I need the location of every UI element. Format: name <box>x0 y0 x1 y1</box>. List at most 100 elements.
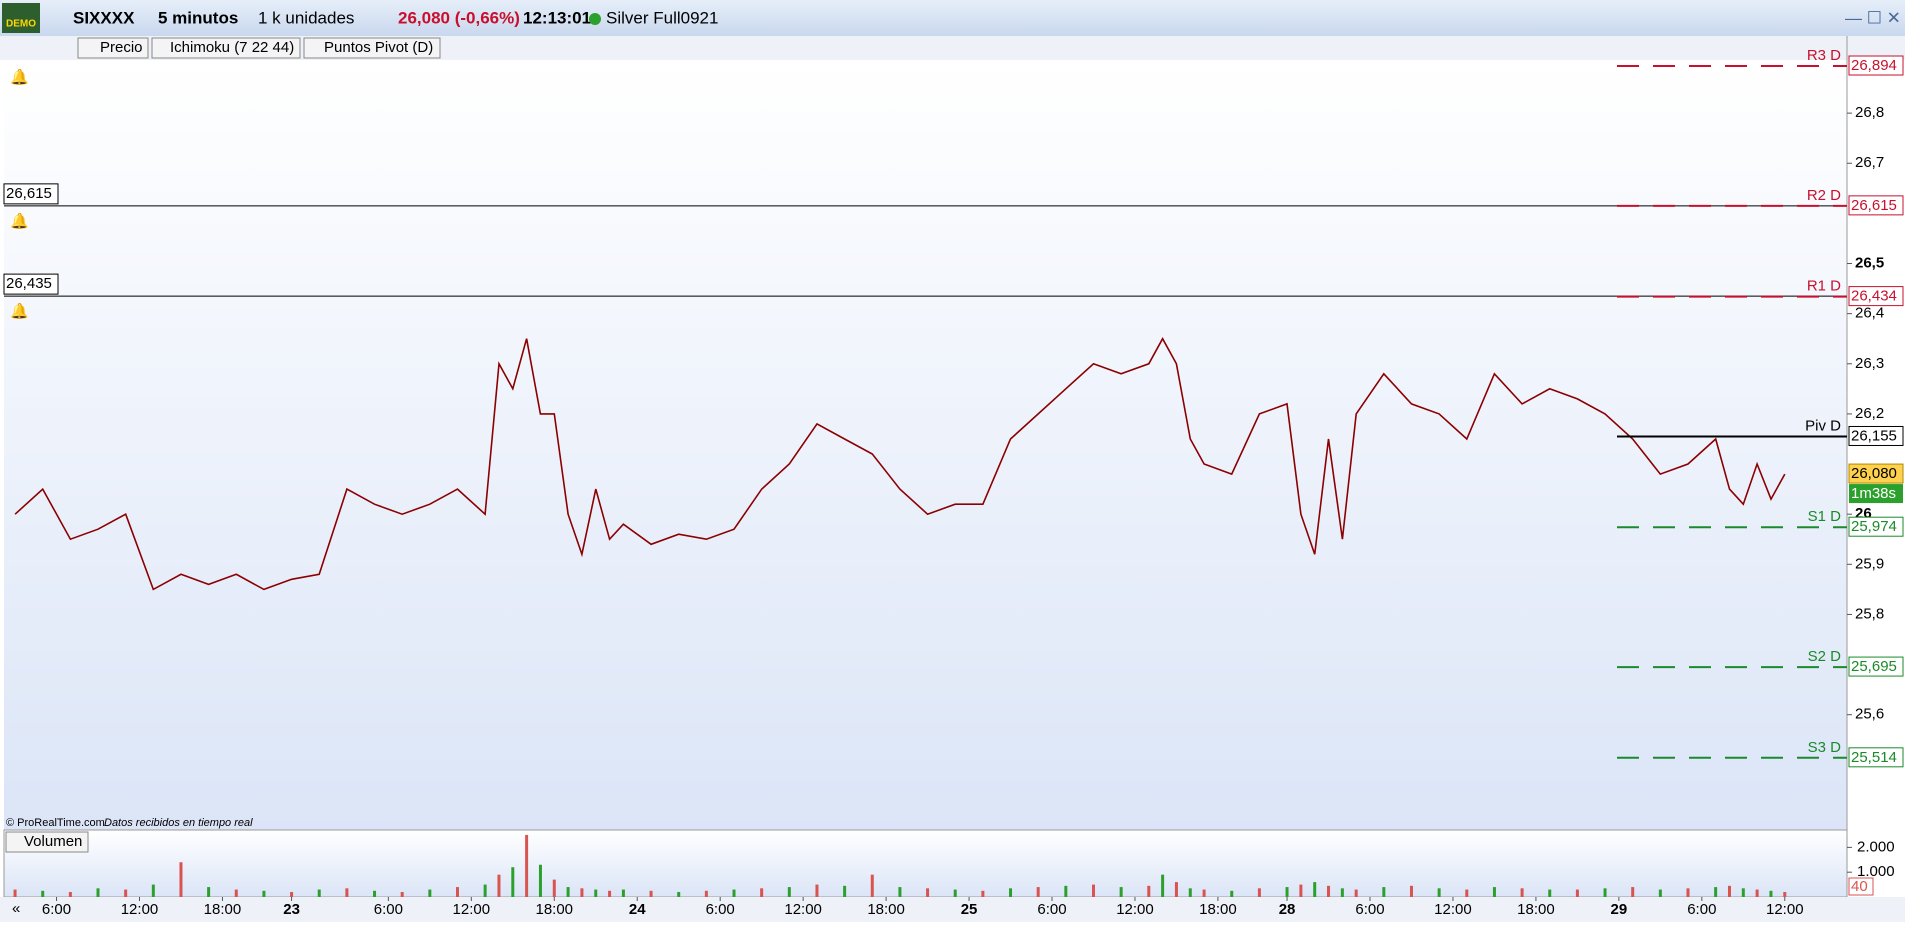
timeframe[interactable]: 5 minutos <box>158 8 238 27</box>
volume-bar <box>1009 888 1013 897</box>
demo-badge[interactable] <box>2 3 40 33</box>
pivot-name: S1 D <box>1808 508 1842 525</box>
volume-bar <box>1202 889 1206 897</box>
volume-bar <box>345 888 349 897</box>
volume-bar <box>525 834 529 897</box>
pivot-name: R1 D <box>1807 278 1841 295</box>
volume-bar <box>1686 888 1690 897</box>
x-tick-label: 12:00 <box>1116 901 1154 918</box>
y-tick-label: 26,4 <box>1855 305 1884 322</box>
y-tick-label: 25,6 <box>1855 706 1884 723</box>
x-tick-label: 24 <box>629 901 646 918</box>
volume-bar <box>594 889 598 897</box>
volume-bar <box>1161 874 1165 897</box>
volume-bar <box>926 888 930 897</box>
volume-bar <box>1714 887 1718 897</box>
pivot-value: 26,894 <box>1851 57 1897 74</box>
legend-pivot[interactable]: Puntos Pivot (D) <box>324 39 433 56</box>
pivot-value: 26,434 <box>1851 288 1897 305</box>
x-tick-label: 6:00 <box>42 901 71 918</box>
x-tick-label: 18:00 <box>1199 901 1237 918</box>
volume-bar <box>898 887 902 897</box>
alert-box <box>3 183 59 205</box>
volume-bar <box>566 887 570 897</box>
volume-bar <box>760 888 764 897</box>
x-tick-label: 6:00 <box>374 901 403 918</box>
legend-price[interactable]: Precio <box>100 39 143 56</box>
scroll-left[interactable]: « <box>12 900 20 917</box>
volume-bar <box>1119 887 1123 897</box>
x-tick-label: 12:00 <box>121 901 159 918</box>
x-tick-label: 25 <box>961 901 978 918</box>
x-tick-label: 18:00 <box>204 901 242 918</box>
x-tick-label: 12:00 <box>1766 901 1804 918</box>
volume-bar <box>497 874 501 897</box>
volume-bar <box>68 892 72 897</box>
volume-bar <box>1147 885 1151 897</box>
instrument[interactable]: SIXXXX <box>73 8 135 27</box>
legend-box[interactable] <box>5 831 89 853</box>
volume-bar <box>207 887 211 897</box>
x-tick-label: 23 <box>283 901 300 918</box>
status-dot <box>589 13 601 25</box>
x-tick-label: 29 <box>1611 901 1628 918</box>
volume-bar <box>1285 887 1289 897</box>
volume-bar <box>483 884 487 897</box>
pivot-name: R3 D <box>1807 47 1841 64</box>
volume-bar <box>1327 885 1331 897</box>
volume-bar <box>1783 892 1787 897</box>
quote: 26,080 (-0,66%) <box>398 8 520 27</box>
legend-box[interactable] <box>303 37 441 59</box>
pivot-value-box <box>1848 286 1904 307</box>
y-tick-label: 2.000 <box>1857 838 1895 855</box>
pivot-value: 25,514 <box>1851 749 1897 766</box>
x-tick-label: 18:00 <box>867 901 905 918</box>
volume-bar <box>1631 887 1635 897</box>
legend-ichimoku[interactable]: Ichimoku (7 22 44) <box>170 39 294 56</box>
volume-bar <box>1409 885 1413 897</box>
volume-bar <box>234 889 238 897</box>
alert-bell: 🔔 <box>10 68 29 86</box>
y-tick-label: 26,8 <box>1855 104 1884 121</box>
legend-box[interactable] <box>151 37 301 59</box>
volume-bar <box>1437 888 1441 897</box>
last-volume-box <box>1848 877 1874 896</box>
volume-bar <box>1741 888 1745 897</box>
volume-bar <box>538 864 542 897</box>
units[interactable]: 1 k unidades <box>258 8 354 27</box>
pivot-name: R2 D <box>1807 187 1841 204</box>
alert-bell: 🔔 <box>10 302 29 320</box>
pivot-value: 25,974 <box>1851 518 1897 535</box>
volume-bar <box>1174 882 1178 897</box>
volume-bar <box>317 889 321 897</box>
volume-bar <box>1769 890 1773 897</box>
volume-bar <box>455 887 459 897</box>
volume-bar <box>953 889 957 897</box>
feed-note: Datos recibidos en tiempo real <box>104 817 253 829</box>
volume-bar <box>815 884 819 897</box>
copyright: © ProRealTime.com <box>6 817 105 829</box>
volume-bar <box>704 890 708 897</box>
pivot-value-box <box>1848 516 1904 537</box>
alert-label: 26,435 <box>6 275 52 292</box>
last-price: 26,080 <box>1851 465 1897 482</box>
volume-bar <box>552 879 556 897</box>
volume-bar <box>843 885 847 897</box>
x-tick-label: 28 <box>1279 901 1296 918</box>
y-tick-label: 1.000 <box>1857 863 1895 880</box>
legend-box[interactable] <box>77 37 149 59</box>
window-controls[interactable]: — ☐ ✕ <box>1845 8 1901 27</box>
volume-bar <box>1064 885 1068 897</box>
last-volume: 40 <box>1851 878 1868 895</box>
volume-title: Volumen <box>24 833 82 850</box>
y-tick-label: 26,7 <box>1855 154 1884 171</box>
volume-bar <box>1036 887 1040 897</box>
pivot-name: S3 D <box>1808 739 1842 756</box>
volume-bar <box>428 889 432 897</box>
account: Silver Full0921 <box>606 8 718 27</box>
pivot-value: 26,615 <box>1851 197 1897 214</box>
volume-bar <box>649 890 653 897</box>
volume-bar <box>13 889 17 897</box>
x-tick-label: 18:00 <box>535 901 573 918</box>
